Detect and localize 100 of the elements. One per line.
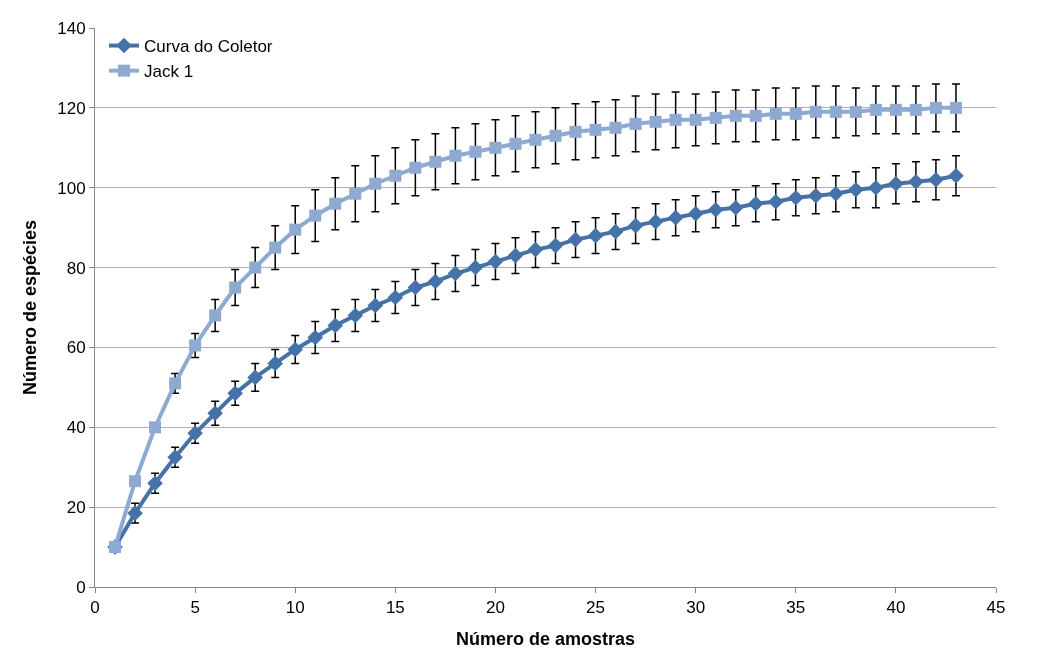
point <box>729 109 742 122</box>
point <box>949 101 962 114</box>
point <box>787 189 804 206</box>
point <box>509 137 522 150</box>
point <box>327 317 344 334</box>
x-tick-label: 10 <box>285 598 305 618</box>
point <box>349 187 362 200</box>
point <box>868 179 884 196</box>
x-tick-label: 30 <box>686 598 706 618</box>
point <box>247 369 263 386</box>
point <box>929 101 942 114</box>
x-tick-label: 5 <box>190 598 200 618</box>
point <box>789 107 802 120</box>
point <box>249 261 262 274</box>
point <box>869 103 882 116</box>
point <box>429 155 442 168</box>
point <box>767 193 784 210</box>
point <box>427 273 444 290</box>
point <box>309 209 322 222</box>
x-tick-label: 15 <box>385 598 405 618</box>
point <box>489 141 502 154</box>
y-tick-label: 100 <box>57 178 86 198</box>
point <box>647 213 664 230</box>
point <box>449 149 462 162</box>
point <box>948 167 964 184</box>
legend-label: Curva do Coletor <box>144 37 273 57</box>
y-tick-label: 0 <box>76 577 86 597</box>
x-tick-label: 45 <box>986 598 1006 618</box>
point <box>769 107 782 120</box>
point <box>809 105 822 118</box>
point <box>707 201 724 218</box>
point <box>609 121 622 134</box>
point <box>829 105 842 118</box>
x-axis-title: Número de amostras <box>455 628 636 649</box>
point <box>667 209 684 226</box>
point <box>828 185 844 202</box>
point <box>527 241 544 258</box>
y-tick-label: 40 <box>66 418 86 438</box>
y-tick-label: 140 <box>57 18 86 38</box>
point <box>727 199 744 216</box>
point <box>387 289 404 306</box>
point <box>627 217 644 234</box>
point <box>549 129 562 142</box>
point <box>269 241 282 254</box>
point <box>747 195 764 212</box>
point <box>589 123 602 136</box>
point <box>587 227 604 244</box>
point <box>849 105 862 118</box>
y-axis-title: Número de espécies <box>20 219 41 396</box>
legend-label: Jack 1 <box>144 62 194 82</box>
x-tick-label: 20 <box>485 598 505 618</box>
point <box>529 133 542 146</box>
point <box>347 307 364 324</box>
point <box>889 103 902 116</box>
y-tick-label: 80 <box>66 258 86 278</box>
point <box>307 329 324 346</box>
point <box>227 385 243 402</box>
point <box>848 181 864 198</box>
point <box>649 115 662 128</box>
point <box>487 253 504 270</box>
point <box>567 231 584 248</box>
point <box>409 161 422 174</box>
point <box>507 247 524 264</box>
point <box>749 109 762 122</box>
point <box>389 169 402 182</box>
point <box>629 117 642 130</box>
point <box>189 339 202 352</box>
point <box>267 355 283 372</box>
point <box>669 113 682 126</box>
point <box>149 421 162 434</box>
point <box>229 281 242 294</box>
x-tick-label: 40 <box>886 598 906 618</box>
y-tick-label: 60 <box>66 338 86 358</box>
point <box>709 111 722 124</box>
y-tick-label: 20 <box>66 498 86 518</box>
point <box>908 173 924 190</box>
point <box>287 341 304 358</box>
point <box>469 145 482 158</box>
point <box>808 187 824 204</box>
point <box>467 259 484 276</box>
point <box>689 113 702 126</box>
x-tick-label: 0 <box>90 598 100 618</box>
point <box>607 223 624 240</box>
point <box>407 279 424 296</box>
point <box>909 103 922 116</box>
point <box>367 297 384 314</box>
point <box>289 223 302 236</box>
point <box>569 125 582 138</box>
x-tick-label: 35 <box>786 598 806 618</box>
point <box>447 265 464 282</box>
point <box>329 197 342 210</box>
point <box>888 175 904 192</box>
point <box>687 205 704 222</box>
point <box>547 237 564 254</box>
point <box>207 405 223 422</box>
point <box>129 475 142 488</box>
y-tick-label: 120 <box>57 98 86 118</box>
point <box>928 171 944 188</box>
point <box>369 177 382 190</box>
point <box>169 377 182 390</box>
